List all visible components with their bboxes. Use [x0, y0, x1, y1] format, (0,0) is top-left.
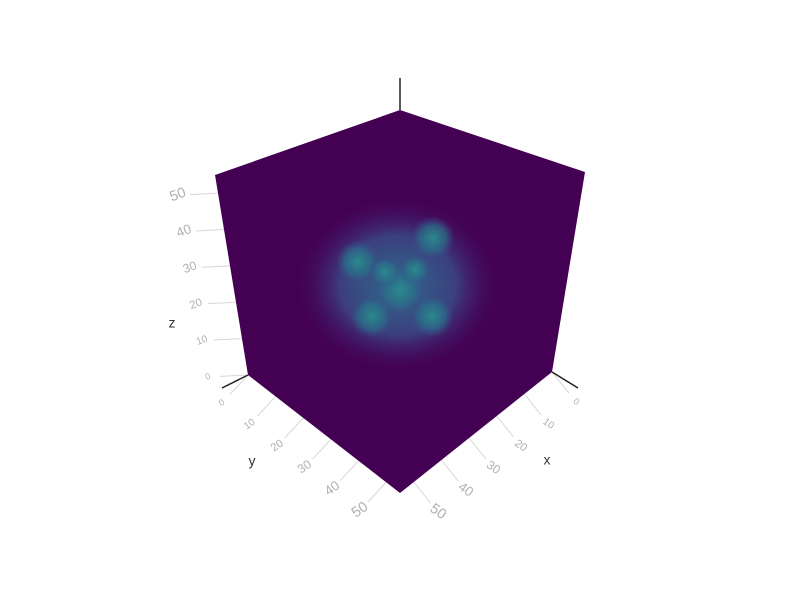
z-axis-title: z: [169, 315, 176, 331]
grid-line: [468, 437, 487, 460]
blob: [336, 240, 380, 284]
blob: [399, 254, 431, 286]
grid-line: [195, 229, 225, 232]
grid-line: [257, 396, 277, 417]
grid-line: [213, 338, 243, 341]
x-tick-label: 0: [571, 396, 581, 407]
blob: [411, 216, 455, 260]
x-tick-label: 10: [541, 416, 557, 432]
grid: [189, 192, 570, 504]
grid-line: [201, 265, 231, 268]
volume-glow: [293, 195, 503, 375]
z-tick-label: 40: [174, 221, 193, 240]
grid-line: [219, 374, 249, 377]
grid-line: [441, 459, 459, 482]
axis-line: [551, 371, 579, 389]
grid-line: [551, 371, 570, 394]
x-tick-label: 30: [484, 458, 503, 477]
grid-line: [496, 415, 514, 438]
blob: [369, 256, 401, 288]
grid-line: [523, 393, 542, 416]
grid-line: [312, 439, 332, 460]
axis-lines: [221, 78, 579, 389]
y-tick-label: 10: [242, 417, 258, 433]
z-tick-label: 50: [168, 185, 189, 206]
axis-line: [221, 374, 249, 389]
grid-line: [413, 481, 432, 504]
z-tick-label: 30: [181, 258, 199, 276]
x-tick-label: 20: [512, 437, 529, 454]
y-tick-label: 50: [349, 499, 371, 521]
x-tick-label: 40: [456, 479, 477, 500]
z-tick-label: 0: [204, 371, 212, 382]
x-axis-title: x: [544, 452, 551, 468]
y-tick-label: 30: [295, 457, 314, 476]
grid-line: [229, 374, 249, 395]
z-tick-label: 10: [195, 334, 210, 348]
y-axis-title: y: [249, 453, 256, 469]
z-tick-label: 20: [188, 296, 204, 312]
grid-line: [339, 460, 359, 481]
grid-line: [367, 481, 387, 503]
grid-line: [207, 301, 237, 305]
grid-line: [284, 417, 304, 438]
x-tick-label: 50: [427, 501, 449, 523]
y-tick-label: 0: [217, 397, 227, 408]
y-tick-label: 20: [269, 437, 286, 454]
grid-line: [189, 192, 219, 196]
y-tick-label: 40: [322, 478, 343, 499]
